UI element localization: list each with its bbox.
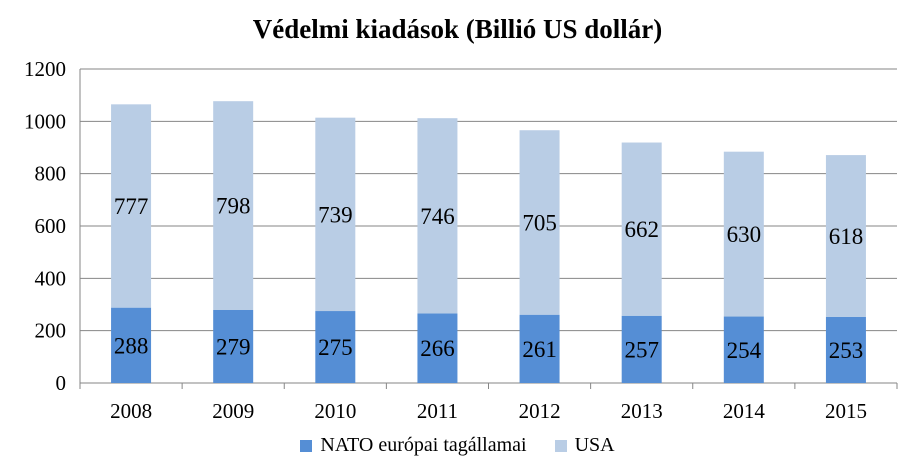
data-label-usa-2012: 705	[522, 210, 557, 235]
data-label-nato-2009: 279	[216, 334, 251, 359]
x-tick-label-2015: 2015	[825, 399, 867, 423]
data-label-usa-2015: 618	[829, 224, 864, 249]
y-tick-label-6: 1200	[24, 57, 66, 81]
plot-area: 0 200 400 600 800 1000 1200 288 777 2008 279 798 200…	[24, 57, 898, 423]
x-tick-label-2011: 2011	[417, 399, 458, 423]
x-tick-label-2008: 2008	[110, 399, 152, 423]
data-label-usa-2009: 798	[216, 194, 251, 219]
x-tick-label-2012: 2012	[519, 399, 561, 423]
legend-swatch-usa	[554, 439, 567, 452]
y-tick-label-1: 200	[35, 319, 67, 343]
data-label-nato-2011: 266	[420, 336, 455, 361]
x-tick-label-2014: 2014	[723, 399, 766, 423]
bar-nato-2012	[519, 314, 560, 383]
legend-item-usa: USA	[554, 434, 615, 457]
data-label-nato-2008: 288	[114, 333, 149, 358]
x-tick-label-2013: 2013	[621, 399, 663, 423]
legend-item-nato: NATO európai tagállamai	[300, 434, 527, 457]
data-label-nato-2014: 254	[727, 338, 762, 363]
bar-nato-2010	[315, 311, 356, 383]
legend: NATO európai tagállamai USA	[0, 434, 915, 457]
bar-usa-2013	[621, 142, 662, 316]
legend-label-usa: USA	[574, 434, 615, 456]
y-tick-label-5: 1000	[24, 109, 66, 133]
data-label-usa-2014: 630	[727, 222, 762, 247]
data-label-nato-2012: 261	[522, 337, 557, 362]
bar-nato-2015	[825, 316, 866, 383]
bar-nato-2009	[213, 309, 254, 383]
bar-usa-2014	[723, 151, 764, 317]
data-label-usa-2008: 777	[114, 194, 149, 219]
bar-usa-2010	[315, 117, 356, 312]
data-label-usa-2010: 739	[318, 202, 353, 227]
legend-swatch-nato	[300, 439, 313, 452]
data-label-nato-2013: 257	[624, 337, 659, 362]
bar-usa-2011	[417, 118, 458, 314]
bar-nato-2011	[417, 313, 458, 383]
data-label-nato-2015: 253	[829, 338, 864, 363]
bar-nato-2008	[111, 307, 152, 383]
data-label-usa-2011: 746	[420, 204, 455, 229]
y-tick-label-4: 800	[35, 162, 67, 186]
data-label-usa-2013: 662	[624, 217, 659, 242]
legend-label-nato: NATO európai tagállamai	[320, 434, 527, 456]
y-tick-label-0: 0	[56, 371, 67, 395]
chart-title: Védelmi kiadások (Billió US dollár)	[252, 14, 663, 44]
data-label-nato-2010: 275	[318, 335, 353, 360]
bar-nato-2013	[621, 315, 662, 383]
bar-usa-2012	[519, 130, 560, 315]
bar-usa-2009	[213, 101, 254, 310]
bar-usa-2015	[825, 155, 866, 317]
bar-nato-2014	[723, 316, 764, 383]
x-tick-label-2010: 2010	[314, 399, 356, 423]
y-tick-label-2: 400	[35, 266, 67, 290]
bar-usa-2008	[111, 104, 152, 308]
y-tick-label-3: 600	[35, 214, 67, 238]
x-tick-label-2009: 2009	[212, 399, 254, 423]
